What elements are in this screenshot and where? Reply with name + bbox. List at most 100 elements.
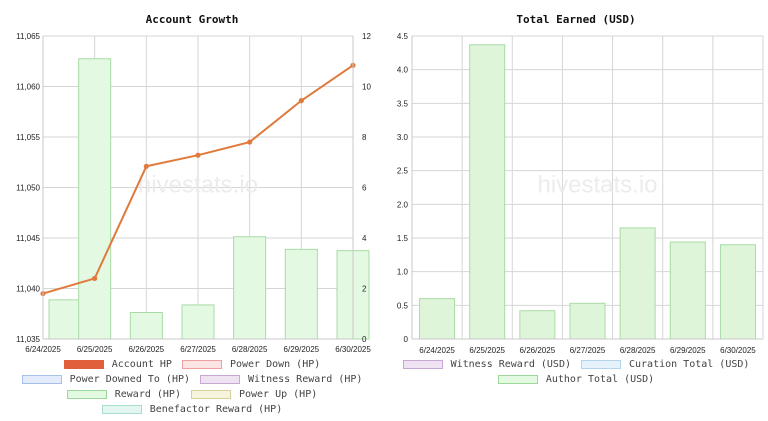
legend-row: Benefactor Reward (HP) <box>0 402 384 417</box>
bar <box>719 244 756 340</box>
data-point <box>143 163 149 169</box>
y-tick-label: 11,035 <box>16 335 40 344</box>
y-tick-label: 11,060 <box>16 83 40 92</box>
legend-item[interactable]: Witness Reward (HP) <box>200 374 362 385</box>
y2-tick-label: 12 <box>362 32 371 41</box>
legend-swatch <box>66 390 107 399</box>
legend-label: Benefactor Reward (HP) <box>149 404 283 415</box>
bar <box>669 241 706 340</box>
x-tick-label: 6/26/2025 <box>520 346 556 355</box>
legend-row: Witness Reward (USD) Curation Total (USD) <box>384 357 768 372</box>
y2-tick-label: 2 <box>362 285 367 294</box>
legend-swatch <box>21 375 62 384</box>
legend-item[interactable]: Power Down (HP) <box>181 359 321 370</box>
legend-swatch <box>101 405 142 414</box>
legend-item[interactable]: Reward (HP) <box>66 389 181 400</box>
legend-label: Author Total (USD) <box>545 374 655 385</box>
bar <box>469 44 506 340</box>
y-tick-label: 11,055 <box>16 133 40 142</box>
bar <box>619 227 656 340</box>
y2-tick-label: 6 <box>362 184 367 193</box>
legend-label: Account HP <box>111 359 172 370</box>
watermark: hivestats.io <box>138 172 258 199</box>
y-tick-label: 4.0 <box>397 66 409 75</box>
x-tick-label: 6/30/2025 <box>335 345 371 354</box>
legend-swatch <box>200 375 241 384</box>
bar <box>78 58 112 340</box>
legend-item[interactable]: Power Up (HP) <box>190 389 318 400</box>
chart-title: Account Growth <box>145 13 239 26</box>
y-tick-label: 0 <box>404 335 409 344</box>
x-tick-label: 6/29/2025 <box>284 345 320 354</box>
x-tick-label: 6/27/2025 <box>570 346 606 355</box>
legend-row: Reward (HP) Power Up (HP) <box>0 387 384 402</box>
x-tick-label: 6/28/2025 <box>232 345 268 354</box>
y2-tick-label: 8 <box>362 133 367 142</box>
total-earned-chart: hivestats.io 0 0.5 1.0 1.5 2.0 2.5 3.0 3.5 4.0 4.5… <box>397 32 764 355</box>
bar <box>519 310 556 340</box>
legend-item[interactable]: Witness Reward (USD) <box>402 359 571 370</box>
bar <box>48 299 82 340</box>
x-tick-label: 6/25/2025 <box>469 346 505 355</box>
legend-swatch <box>581 360 621 369</box>
y2-tick-label: 0 <box>362 335 367 344</box>
x-tick-label: 6/30/2025 <box>720 346 756 355</box>
data-point <box>92 275 98 281</box>
legend-swatch <box>63 360 104 369</box>
legend-label: Power Up (HP) <box>238 389 318 400</box>
legend-swatch <box>402 360 443 369</box>
legend-label: Witness Reward (USD) <box>450 359 571 370</box>
x-tick-label: 6/27/2025 <box>180 345 216 354</box>
bar <box>181 304 215 340</box>
legend-row: Account HP Power Down (HP) <box>0 357 384 372</box>
bar <box>284 248 318 340</box>
y-tick-label: 4.5 <box>397 32 409 41</box>
legend-row: Author Total (USD) <box>384 372 768 387</box>
y-tick-label: 11,065 <box>16 32 40 41</box>
y-tick-label: 11,050 <box>16 184 40 193</box>
x-tick-label: 6/28/2025 <box>620 346 656 355</box>
y-tick-label: 3.0 <box>397 133 409 142</box>
bar <box>569 302 606 340</box>
account-growth-legend: Account HP Power Down (HP) Power Downed To… <box>0 357 384 417</box>
legend-item[interactable]: Account HP <box>63 359 172 370</box>
legend-label: Curation Total (USD) <box>629 359 750 370</box>
data-point <box>195 152 201 158</box>
x-tick-label: 6/24/2025 <box>419 346 455 355</box>
legend-item[interactable]: Author Total (USD) <box>497 374 655 385</box>
legend-swatch <box>181 360 222 369</box>
legend-item[interactable]: Curation Total (USD) <box>581 359 749 370</box>
legend-item[interactable]: Power Downed To (HP) <box>21 374 191 385</box>
y-tick-label: 3.5 <box>397 99 409 108</box>
y-tick-label: 2.5 <box>397 167 409 176</box>
x-tick-label: 6/29/2025 <box>670 346 706 355</box>
legend-swatch <box>497 375 538 384</box>
legend-row: Power Downed To (HP) Witness Reward (HP) <box>0 372 384 387</box>
legend-label: Power Downed To (HP) <box>69 374 191 385</box>
total-earned-legend: Witness Reward (USD) Curation Total (USD)… <box>384 357 768 387</box>
x-tick-label: 6/24/2025 <box>25 345 61 354</box>
watermark: hivestats.io <box>537 172 657 199</box>
legend-label: Reward (HP) <box>114 389 181 400</box>
legend-item[interactable]: Benefactor Reward (HP) <box>101 404 283 415</box>
total-earned-panel: Total Earned (USD) hivestats.io 0 0.5 1.0 1.… <box>384 0 768 421</box>
y-tick-label: 2.0 <box>397 200 409 209</box>
y-tick-label: 1.0 <box>397 268 409 277</box>
bar <box>419 298 456 340</box>
y-tick-label: 0.5 <box>397 301 409 310</box>
x-tick-label: 6/25/2025 <box>77 345 113 354</box>
x-tick-label: 6/26/2025 <box>129 345 165 354</box>
y-tick-label: 1.5 <box>397 234 409 243</box>
data-point <box>298 98 304 104</box>
bar <box>233 236 267 340</box>
y-tick-label: 11,040 <box>16 285 40 294</box>
legend-label: Witness Reward (HP) <box>248 374 363 385</box>
chart-title: Total Earned (USD) <box>516 13 636 26</box>
account-growth-chart: hivestats.io 11,035 11,040 11,045 11,050 11,0… <box>16 32 371 354</box>
account-growth-panel: Account Growth hivestats.io 11,035 11,040 1… <box>0 13 384 417</box>
legend-swatch <box>190 390 231 399</box>
y2-tick-label: 10 <box>362 83 371 92</box>
y-tick-label: 11,045 <box>16 234 40 243</box>
legend-label: Power Down (HP) <box>229 359 321 370</box>
bar <box>129 311 163 340</box>
